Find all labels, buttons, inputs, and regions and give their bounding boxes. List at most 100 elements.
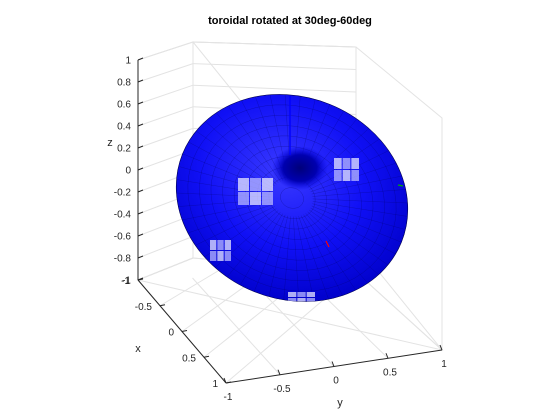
- x-tick-mark: [181, 330, 188, 332]
- x-ticks: -1 -0.5 0 0.5 1: [121, 276, 232, 390]
- highlight-cell: [334, 158, 342, 169]
- x-tick-label: 0: [168, 328, 174, 339]
- z-tick-mark: [137, 57, 144, 61]
- toroidal-surface: [175, 94, 409, 303]
- z-ticks: -1 -0.8 -0.6 -0.4 -0.2 0 0.2 0.4 0.6 0.8 1: [114, 56, 144, 287]
- highlight-cell: [238, 178, 249, 191]
- highlight-cell: [217, 251, 224, 261]
- highlight-cell: [334, 170, 342, 181]
- highlight-cell: [342, 170, 351, 181]
- highlight-cell: [306, 292, 315, 297]
- highlight-cell: [262, 178, 273, 191]
- highlight-cell: [210, 251, 217, 261]
- highlight-cell: [288, 292, 297, 297]
- chart-title: toroidal rotated at 30deg-60deg: [208, 15, 372, 27]
- z-tick-label: 0: [125, 166, 131, 177]
- z-axis-label: z: [107, 137, 113, 149]
- y-axis-label: y: [337, 397, 343, 409]
- mesh-ring: [280, 187, 304, 209]
- mesh-spoke: [309, 209, 388, 266]
- z-tick-label: -0.6: [114, 232, 132, 243]
- mesh-spoke: [195, 206, 275, 246]
- highlight-cell: [342, 158, 351, 169]
- mesh-spoke: [300, 215, 343, 296]
- mesh-spoke: [303, 214, 356, 291]
- highlight-cell: [250, 178, 261, 191]
- highlight-cell: [351, 158, 359, 169]
- z-tick-label: -0.8: [114, 254, 132, 265]
- y-ticks: -1 -0.5 0 0.5 1: [223, 344, 447, 403]
- z-tick-mark: [137, 189, 144, 193]
- z-tick-label: -0.4: [114, 210, 132, 221]
- z-tick-mark: [137, 167, 144, 171]
- x-tick-label: -0.5: [135, 302, 153, 313]
- y-gridline: [192, 277, 281, 376]
- mesh-spoke: [204, 208, 277, 258]
- x-tick-label: 0.5: [182, 353, 196, 364]
- z-tick-mark: [137, 79, 144, 83]
- z-tick-label: 0.4: [117, 122, 131, 133]
- y-tick-mark: [439, 344, 443, 351]
- highlight-cell: [238, 192, 249, 205]
- mesh-spoke: [312, 203, 406, 230]
- z-gridline: [137, 127, 194, 149]
- y-tick-label: -0.5: [273, 384, 291, 395]
- y-tick-mark: [223, 377, 227, 384]
- z-tick-label: 0.6: [117, 100, 131, 111]
- mesh-spoke: [205, 121, 277, 185]
- mesh-spoke: [311, 175, 402, 195]
- mesh-spoke: [227, 212, 281, 278]
- highlight-cell: [217, 240, 224, 250]
- z-gridline: [192, 41, 357, 48]
- z-tick-label: -0.2: [114, 188, 132, 199]
- z-tick-label: 0.8: [117, 78, 131, 89]
- mesh-spoke: [311, 205, 402, 243]
- mesh-spoke: [240, 213, 283, 286]
- z-gridline: [137, 41, 194, 61]
- highlight-cell: [224, 251, 231, 261]
- z-gridline: [137, 84, 194, 105]
- y-tick-label: 1: [441, 359, 447, 370]
- mesh-spoke: [268, 215, 288, 297]
- highlight-cell: [210, 240, 217, 250]
- mesh-spoke: [298, 216, 329, 300]
- z-tick-label: 0.2: [117, 144, 131, 155]
- mesh-spoke: [187, 204, 274, 234]
- x-tick-mark: [203, 355, 210, 358]
- mesh-spoke: [293, 216, 300, 302]
- y-axis-marker: [397, 184, 404, 187]
- z-tick-mark: [137, 123, 144, 127]
- y-tick-label: -1: [224, 392, 233, 403]
- highlight-cell: [306, 298, 315, 303]
- y-tick-label: 0: [333, 376, 339, 387]
- mesh-spoke: [295, 216, 315, 302]
- x-tick-mark: [137, 278, 144, 281]
- x-tick-label: -1: [121, 276, 130, 287]
- highlight-cell: [297, 292, 306, 297]
- highlight-cell: [224, 240, 231, 250]
- x-axis-label: x: [135, 343, 141, 355]
- mesh-spoke: [305, 213, 368, 284]
- highlight-cell: [297, 298, 306, 303]
- x-tick-label: 1: [212, 379, 218, 390]
- y-tick-mark: [385, 353, 389, 359]
- z-gridline: [137, 235, 194, 259]
- mesh-spoke: [312, 198, 408, 204]
- x-tick-mark: [225, 381, 232, 384]
- z-tick-label: -1: [122, 276, 131, 287]
- y-tick-label: 0.5: [383, 367, 397, 378]
- z-tick-mark: [137, 101, 144, 105]
- mesh-spoke: [216, 112, 279, 183]
- z-tick-mark: [137, 255, 144, 259]
- mesh-spoke: [254, 214, 286, 292]
- x-gridline: [137, 257, 194, 281]
- z-gridline: [192, 63, 357, 70]
- highlight-cell: [250, 192, 261, 205]
- mesh-spoke: [283, 216, 291, 300]
- y-gridline: [355, 271, 443, 351]
- mesh-spoke: [312, 201, 408, 217]
- z-tick-mark: [137, 145, 144, 149]
- z-tick-label: 1: [125, 56, 131, 67]
- highlight-cell: [262, 192, 273, 205]
- z-tick-mark: [137, 233, 144, 237]
